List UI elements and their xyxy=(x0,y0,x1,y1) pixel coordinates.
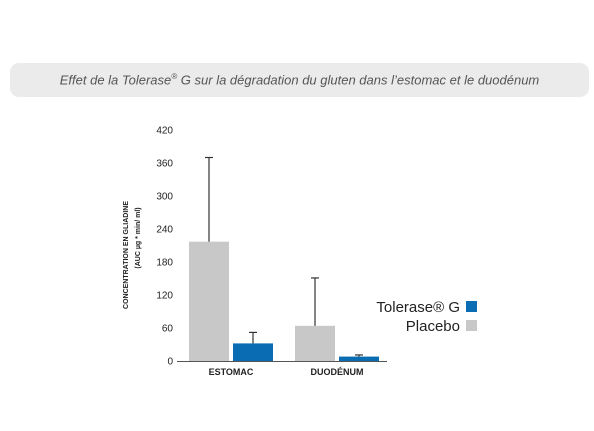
legend-label: Tolerase® G xyxy=(376,299,460,316)
title-rest: G sur la dégradation du gluten dans l’es… xyxy=(177,72,540,88)
x-tick-label: ESTOMAC xyxy=(209,367,254,377)
y-tick-label: 300 xyxy=(156,192,173,203)
chart-title: Effet de la Tolerase® G sur la dégradati… xyxy=(60,72,540,87)
title-registered-mark: ® xyxy=(171,72,178,82)
x-axis-labels: ESTOMAC DUODÉNUM xyxy=(209,367,364,377)
y-axis-label-line2: (AUC µg * min/ ml) xyxy=(135,207,142,268)
legend-swatch xyxy=(466,320,477,331)
bars xyxy=(189,241,379,361)
bar-tolerase xyxy=(233,343,273,361)
error-bars xyxy=(205,156,363,357)
bar-tolerase xyxy=(339,356,379,361)
y-tick-label: 240 xyxy=(156,225,173,236)
y-tick-label: 60 xyxy=(162,324,174,335)
y-tick-label: 120 xyxy=(156,291,173,302)
title-main: Effet de la Tolerase xyxy=(59,72,172,88)
legend-label: Placebo xyxy=(406,318,460,335)
bar-placebo xyxy=(295,325,335,361)
y-axis-ticks: 0 60 120 180 240 300 360 420 xyxy=(156,126,173,368)
y-axis-label-line1: CONCENTRATION EN GLIADINE xyxy=(123,201,130,309)
y-tick-label: 180 xyxy=(156,258,173,269)
x-tick-label: DUODÉNUM xyxy=(311,367,364,377)
y-tick-label: 0 xyxy=(167,357,173,368)
y-tick-label: 360 xyxy=(156,159,173,170)
legend: Tolerase® G Placebo xyxy=(376,299,477,335)
bar-placebo xyxy=(189,241,229,361)
legend-swatch xyxy=(466,301,477,312)
y-tick-label: 420 xyxy=(156,126,173,137)
chart-title-bar: Effet de la Tolerase® G sur la dégradati… xyxy=(10,63,589,97)
